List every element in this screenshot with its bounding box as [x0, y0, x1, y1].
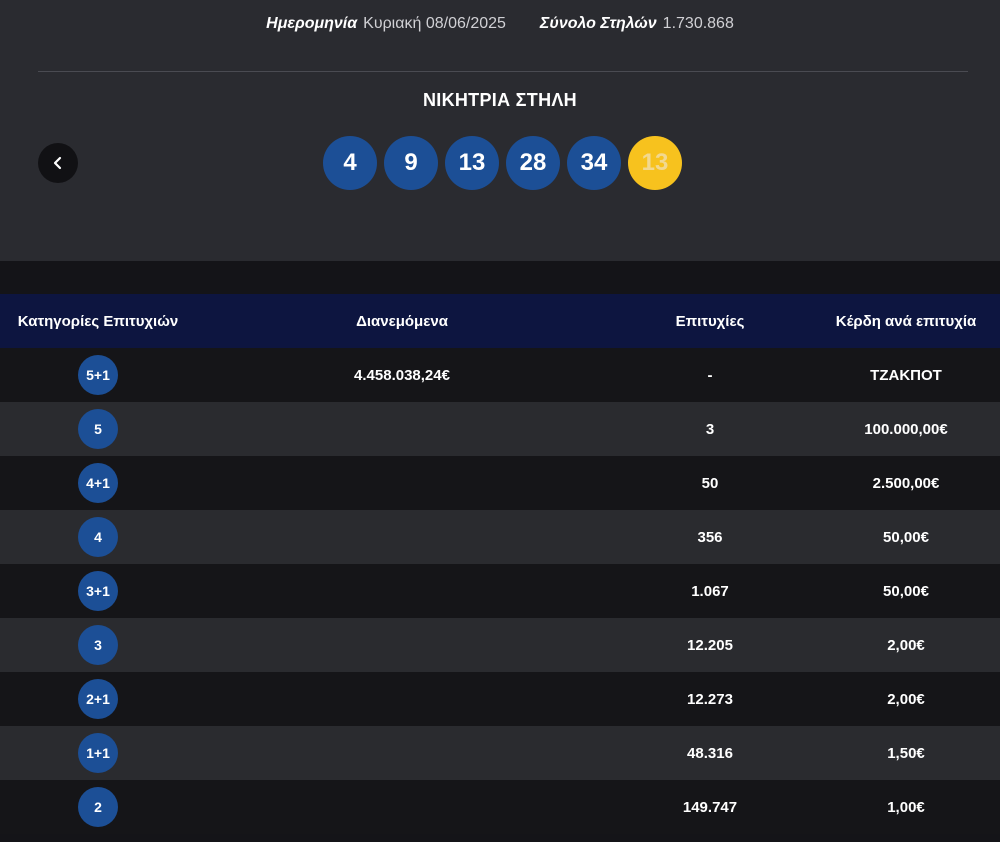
distributed-cell	[196, 780, 608, 834]
prize-categories-table: Κατηγορίες Επιτυχιών Διανεμόμενα Επιτυχί…	[0, 294, 1000, 834]
spacer	[0, 261, 1000, 294]
category-badge: 3+1	[78, 571, 118, 611]
table-row: 2 149.747 1,00€	[0, 780, 1000, 834]
category-badge: 5+1	[78, 355, 118, 395]
draw-summary-panel: Ημερομηνία Κυριακή 08/06/2025 Σύνολο Στηλώ…	[0, 0, 1000, 261]
winners-cell: 12.205	[608, 618, 812, 672]
table-row: 2+1 12.273 2,00€	[0, 672, 1000, 726]
columns-label: Σύνολο Στηλών	[539, 15, 657, 32]
category-badge: 2	[78, 787, 118, 827]
prize-cell: 50,00€	[812, 510, 1000, 564]
category-badge: 5	[78, 409, 118, 449]
winning-numbers: 4 9 13 28 34 13	[323, 136, 682, 190]
distributed-cell	[196, 456, 608, 510]
draw-meta: Ημερομηνία Κυριακή 08/06/2025 Σύνολο Στηλώ…	[0, 15, 1000, 33]
date-value: Κυριακή 08/06/2025	[363, 15, 506, 32]
category-badge: 1+1	[78, 733, 118, 773]
winning-column-title: ΝΙΚΗΤΡΙΑ ΣΤΗΛΗ	[422, 90, 577, 110]
previous-draw-button[interactable]	[38, 143, 78, 183]
category-badge: 2+1	[78, 679, 118, 719]
table-row: 4 356 50,00€	[0, 510, 1000, 564]
date-label: Ημερομηνία	[266, 15, 358, 32]
table-row: 5 3 100.000,00€	[0, 402, 1000, 456]
prize-cell: 100.000,00€	[812, 402, 1000, 456]
winners-cell: 48.316	[608, 726, 812, 780]
winning-number-ball: 28	[506, 136, 560, 190]
prize-cell: 2,00€	[812, 672, 1000, 726]
divider	[38, 71, 968, 72]
distributed-cell	[196, 510, 608, 564]
table-row: 4+1 50 2.500,00€	[0, 456, 1000, 510]
distributed-cell	[196, 672, 608, 726]
prize-cell: 2.500,00€	[812, 456, 1000, 510]
prize-cell: 2,00€	[812, 618, 1000, 672]
distributed-cell: 4.458.038,24€	[196, 348, 608, 402]
header-category: Κατηγορίες Επιτυχιών	[0, 294, 196, 348]
winning-number-ball: 34	[567, 136, 621, 190]
bonus-number-ball: 13	[628, 136, 682, 190]
table-row: 5+1 4.458.038,24€ - ΤΖΑΚΠΟΤ	[0, 348, 1000, 402]
distributed-cell	[196, 564, 608, 618]
winning-number-ball: 4	[323, 136, 377, 190]
header-winners: Επιτυχίες	[608, 294, 812, 348]
prize-cell: 1,50€	[812, 726, 1000, 780]
columns-value: 1.730.868	[662, 15, 734, 32]
category-badge: 4	[78, 517, 118, 557]
category-badge: 3	[78, 625, 118, 665]
category-badge: 4+1	[78, 463, 118, 503]
winning-number-ball: 13	[445, 136, 499, 190]
chevron-left-icon	[53, 156, 62, 170]
winners-cell: 3	[608, 402, 812, 456]
table-row: 3 12.205 2,00€	[0, 618, 1000, 672]
distributed-cell	[196, 402, 608, 456]
winners-cell: 12.273	[608, 672, 812, 726]
table-header-row: Κατηγορίες Επιτυχιών Διανεμόμενα Επιτυχί…	[0, 294, 1000, 348]
table-row: 3+1 1.067 50,00€	[0, 564, 1000, 618]
winning-number-ball: 9	[384, 136, 438, 190]
winners-cell: 149.747	[608, 780, 812, 834]
winners-cell: 1.067	[608, 564, 812, 618]
winners-cell: -	[608, 348, 812, 402]
prize-cell: 50,00€	[812, 564, 1000, 618]
prize-cell: ΤΖΑΚΠΟΤ	[812, 348, 1000, 402]
winners-cell: 356	[608, 510, 812, 564]
header-prize: Κέρδη ανά επιτυχία	[812, 294, 1000, 348]
prize-cell: 1,00€	[812, 780, 1000, 834]
header-distributed: Διανεμόμενα	[196, 294, 608, 348]
distributed-cell	[196, 618, 608, 672]
table-row: 1+1 48.316 1,50€	[0, 726, 1000, 780]
winners-cell: 50	[608, 456, 812, 510]
distributed-cell	[196, 726, 608, 780]
